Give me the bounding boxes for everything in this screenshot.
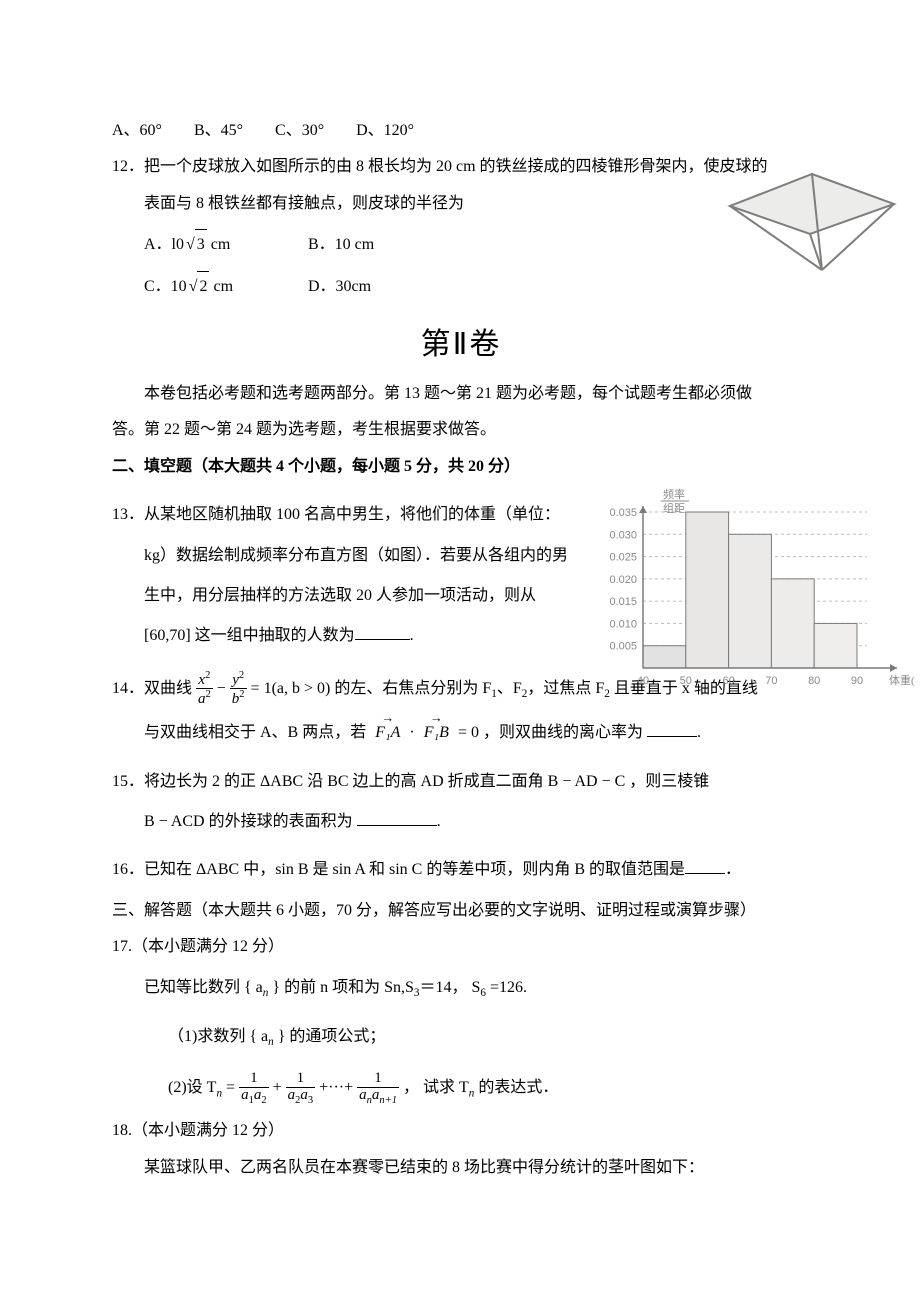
svg-text:0.020: 0.020 (609, 574, 637, 586)
svg-text:90: 90 (851, 675, 863, 687)
q11-opt-d: D、120° (356, 122, 414, 139)
histogram-figure: 0.035 0.030 0.025 0.020 0.015 0.010 0.005 40 50 6… (595, 488, 915, 698)
q11-opt-c: C、30° (275, 122, 324, 139)
q13-l1: 13．从某地区随机抽取 100 名高中男生，将他们的体重（单位： (112, 500, 572, 530)
q16: 16．已知在 ΔABC 中，sin B 是 sin A 和 sin C 的等差中… (112, 855, 810, 885)
q11-opt-a: A、60° (112, 122, 162, 139)
section2-instr-1: 本卷包括必考题和选考题两部分。第 13 题～第 21 题为必考题，每个试题考生都… (112, 379, 810, 409)
q16-blank (685, 859, 725, 874)
q12-optC-pre: C．10 (144, 278, 187, 295)
pyramid-figure (712, 144, 912, 274)
q14-l1b: = 1(a, b > 0) 的左、右焦点分别为 F (251, 680, 492, 697)
q14-blank (647, 722, 697, 737)
svg-text:组距: 组距 (663, 501, 685, 515)
q14-l1a: 14．双曲线 (112, 680, 192, 697)
q13-l3: 生中，用分层抽样的方法选取 20 人参加一项活动，则从 (112, 581, 572, 611)
q13-l4: [60,70] 这一组中抽取的人数为. (112, 621, 572, 651)
svg-text:70: 70 (765, 675, 777, 687)
q12-opts-row2: C．10√2 cm D．30cm (112, 271, 810, 302)
svg-text:40: 40 (637, 675, 649, 687)
q18-l1: 某篮球队甲、乙两名队员在本赛零已结束的 8 场比赛中得分统计的茎叶图如下： (112, 1153, 810, 1183)
q17-l1: 已知等比数列 { an } 的前 n 项和为 Sn,S3＝14， S6 =126… (112, 973, 810, 1004)
section2-instr-2: 答。第 22 题～第 24 题为选考题，考生根据要求做答。 (112, 415, 810, 445)
q17-p2: (2)设 Tn = 1a1a2 + 1a2a3 +···+ 1anan+1 ， … (112, 1071, 810, 1106)
svg-text:0.015: 0.015 (609, 596, 637, 608)
section2-title: 第Ⅱ卷 (112, 316, 810, 373)
part3-heading: 三、解答题（本大题共 6 小题，70 分，解答应写出必要的文字说明、证明过程或演… (112, 896, 810, 926)
vec-f1a: F₁A (370, 718, 405, 748)
q17-head: 17.（本小题满分 12 分） (112, 932, 810, 962)
q12-optB: B．10 cm (308, 236, 374, 253)
q17-p1: （1)求数列 { an } 的通项公式； (112, 1022, 810, 1053)
q15-blank (357, 811, 437, 826)
q15-l1: 15．将边长为 2 的正 ΔABC 沿 BC 边上的高 AD 折成直二面角 B … (112, 767, 810, 797)
q14-l2b: = 0 ，则双曲线的离心率为 (458, 724, 647, 741)
q13-l2: kg）数据绘制成频率分布直方图（如图）．若要从各组内的男 (112, 541, 572, 571)
svg-text:80: 80 (808, 675, 820, 687)
q12-optA-suf: cm (207, 236, 231, 253)
q12-optC-sqrt: 2 (197, 271, 209, 302)
q14-l2a: 与双曲线相交于 A、B 两点，若 (144, 724, 366, 741)
q12-stem-2: 表面与 8 根铁丝都有接触点，则皮球的半径为 (112, 189, 810, 219)
vec-f1b: F₁B (419, 718, 454, 748)
svg-text:0.030: 0.030 (609, 529, 637, 541)
svg-text:0.025: 0.025 (609, 552, 637, 564)
q18-head: 18.（本小题满分 12 分） (112, 1116, 810, 1146)
part2-heading: 二、填空题（本大题共 4 个小题，每小题 5 分，共 20 分） (112, 452, 810, 482)
svg-text:频率: 频率 (663, 488, 685, 501)
q13: 13．从某地区随机抽取 100 名高中男生，将他们的体重（单位： kg）数据绘制… (112, 500, 810, 652)
q12-optD: D．30cm (308, 278, 371, 295)
svg-text:50: 50 (680, 675, 692, 687)
q13-l4-pre: [60,70] 这一组中抽取的人数为 (144, 627, 355, 644)
svg-text:0.010: 0.010 (609, 619, 637, 631)
q12-optA-sqrt: 3 (195, 229, 207, 260)
svg-text:60: 60 (722, 675, 734, 687)
q12: 12．把一个皮球放入如图所示的由 8 根长均为 20 cm 的铁丝接成的四棱锥形… (112, 152, 810, 302)
q12-optC-suf: cm (209, 278, 233, 295)
q15-l2: B − ACD 的外接球的表面积为 . (112, 807, 810, 837)
q14-l2: 与双曲线相交于 A、B 两点，若 F₁A · F₁B = 0 ，则双曲线的离心率… (112, 718, 810, 748)
svg-text:体重(kg): 体重(kg) (889, 673, 915, 687)
q12-optA-pre: A．l0 (144, 236, 184, 253)
q11-options: A、60° B、45° C、30° D、120° (112, 116, 810, 146)
q11-opt-b: B、45° (194, 122, 243, 139)
q12-stem-1: 12．把一个皮球放入如图所示的由 8 根长均为 20 cm 的铁丝接成的四棱锥形… (112, 152, 810, 182)
svg-text:0.035: 0.035 (609, 507, 637, 519)
q13-blank (355, 625, 410, 640)
q12-opts-row1: A．l0√3 cm B．10 cm (112, 229, 810, 260)
svg-text:0.005: 0.005 (609, 641, 637, 653)
